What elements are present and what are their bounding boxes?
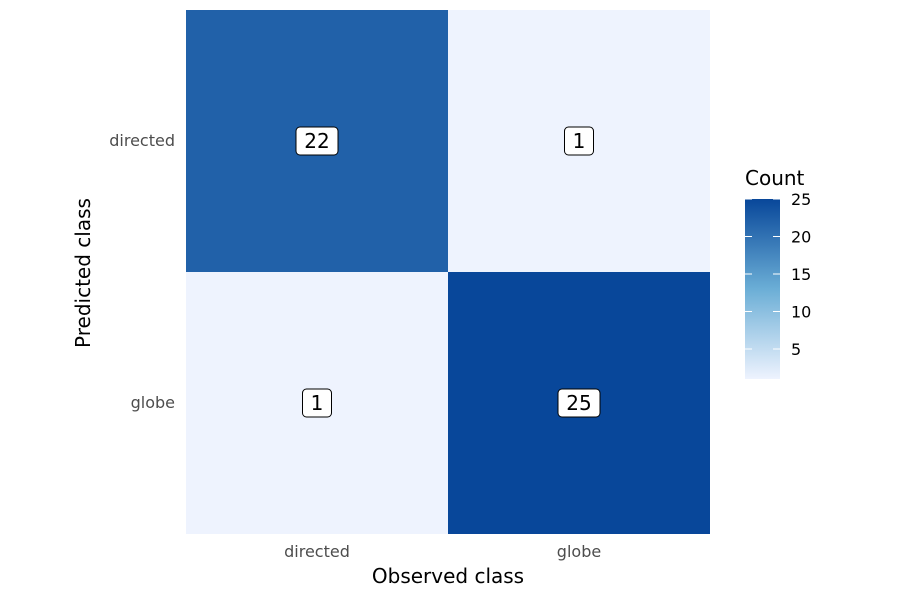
cell-value-label: 22 [295, 126, 339, 156]
cell-value-text: 1 [311, 391, 324, 415]
legend-tick-label: 5 [791, 340, 801, 359]
cell-value-label: 1 [564, 126, 594, 156]
y-tick-label: directed [109, 131, 175, 150]
x-axis-ticks: directed globe [284, 542, 601, 561]
y-tick-label: globe [131, 393, 175, 412]
cell-labels: 22 1 1 25 [295, 126, 601, 418]
cell-value-text: 22 [304, 129, 329, 153]
legend-tick-label: 15 [791, 265, 811, 284]
legend-tick-label: 25 [791, 190, 811, 209]
legend: Count 5 10 15 20 25 [745, 166, 811, 379]
cell-label-box [564, 126, 594, 156]
legend-tick-label: 10 [791, 303, 811, 322]
legend-tick-label: 20 [791, 228, 811, 247]
cell-label-box [302, 388, 332, 418]
cell-label-box [557, 388, 601, 418]
y-axis-title: Predicted class [71, 198, 95, 348]
heatmap-cells [186, 10, 710, 534]
legend-ticks: 5 10 15 20 25 [745, 190, 811, 359]
cell-value-text: 1 [573, 129, 586, 153]
cell-value-text: 25 [566, 391, 591, 415]
cell-value-label: 1 [302, 388, 332, 418]
x-axis-title: Observed class [372, 564, 524, 588]
x-tick-label: directed [284, 542, 350, 561]
legend-colorbar [745, 199, 780, 379]
y-axis-ticks: directed globe [109, 131, 175, 412]
cell-label-box [295, 126, 339, 156]
x-tick-label: globe [557, 542, 601, 561]
legend-title: Count [745, 166, 805, 190]
cell-value-label: 25 [557, 388, 601, 418]
